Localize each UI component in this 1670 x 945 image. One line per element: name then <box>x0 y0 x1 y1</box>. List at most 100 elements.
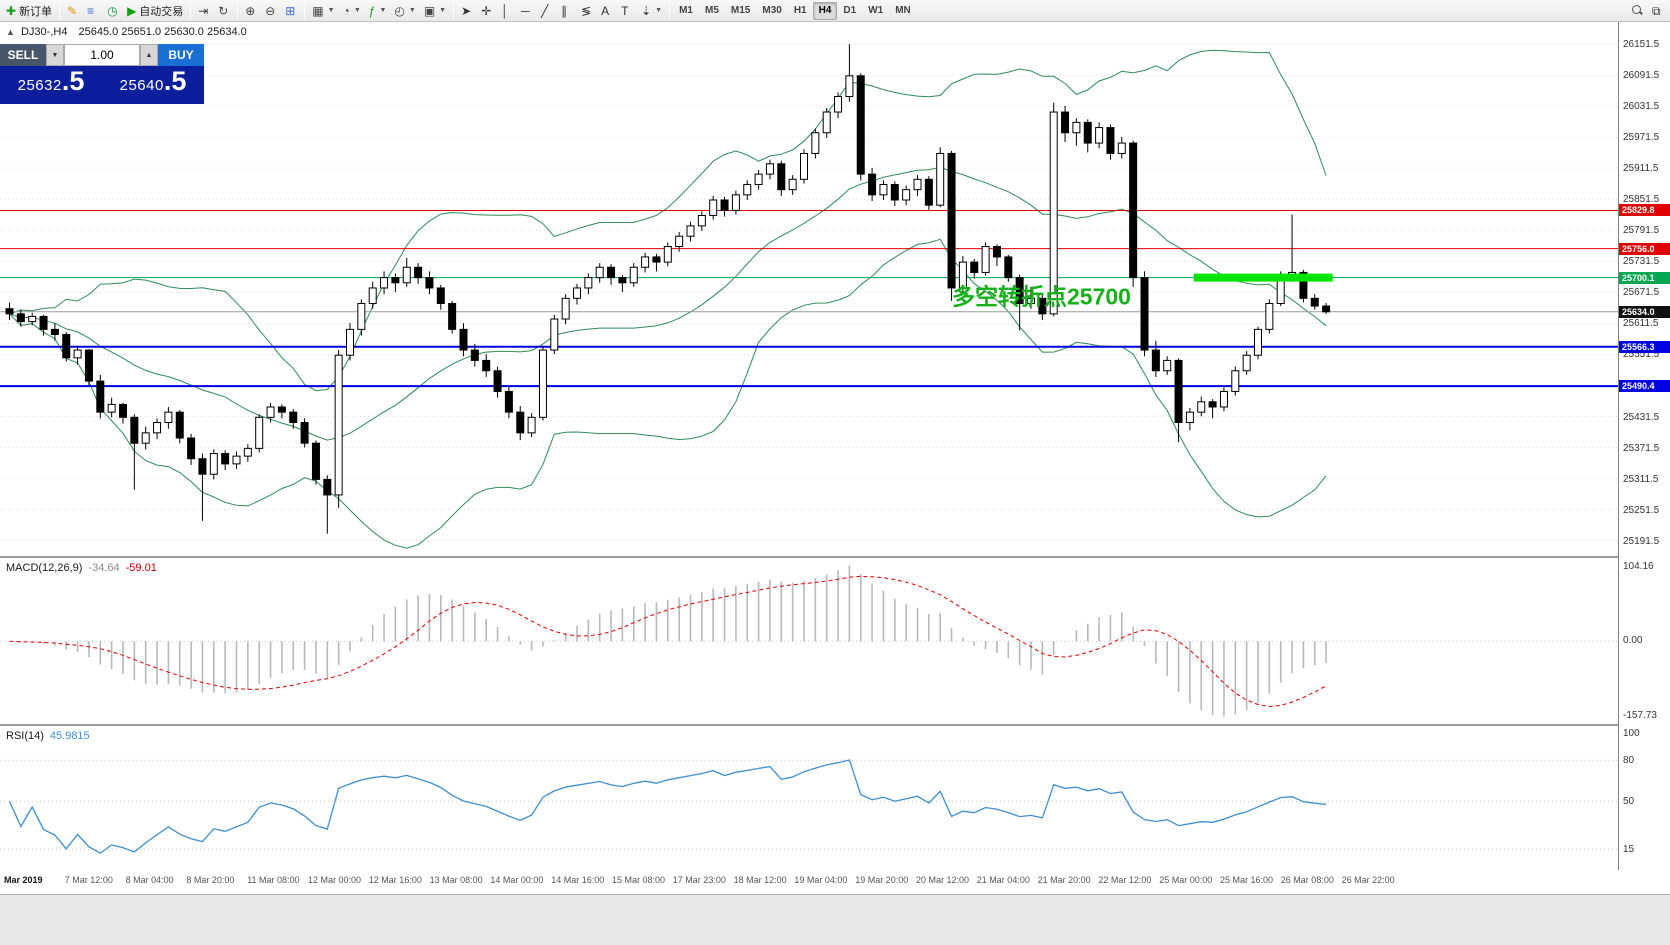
price-axis-label: 26031.5 <box>1623 101 1660 113</box>
zoom-out-button[interactable]: ⊖ <box>261 2 281 20</box>
crosshair-icon: ✛ <box>481 3 492 18</box>
toolbar-separator <box>453 2 455 19</box>
turning-point-highlight-bar[interactable] <box>1193 273 1333 282</box>
tile-windows-button[interactable]: ⊞ <box>281 2 301 20</box>
ohlc-values: 25645.0 25651.0 25630.0 25634.0 <box>78 26 247 38</box>
time-axis-label: 14 Mar 00:00 <box>490 875 544 885</box>
macd-main-value: -34.64 <box>88 562 120 574</box>
channel-button[interactable]: ∥ <box>557 2 577 20</box>
label-button[interactable]: T <box>617 2 637 20</box>
strategy-tester-button[interactable]: ◷ <box>103 2 123 20</box>
rsi-pane[interactable] <box>0 726 1618 870</box>
horizontal-line-button[interactable]: ─ <box>517 2 537 20</box>
arrows-button[interactable]: ⇣ ▼ <box>637 2 666 20</box>
fibonacci-button[interactable]: ≶ <box>577 2 597 20</box>
rsi-axis-label: 15 <box>1623 844 1635 856</box>
timeframe-button-mn[interactable]: MN <box>895 5 911 16</box>
main-chart-pane[interactable]: 多空转折点25700 <box>0 22 1618 556</box>
turning-point-annotation[interactable]: 多空转折点25700 <box>952 284 1131 310</box>
time-axis-label: 13 Mar 08:00 <box>429 875 483 885</box>
sell-price-pips: .5 <box>61 66 85 96</box>
timeframe-button-d1[interactable]: D1 <box>843 5 857 16</box>
time-axis-label: 25 Mar 16:00 <box>1220 875 1274 885</box>
volume-field[interactable]: 1.00 <box>64 44 140 66</box>
time-axis-label: 8 Mar 04:00 <box>125 875 174 885</box>
sell-button[interactable]: SELL <box>0 44 46 66</box>
zoom-in-icon: ⊕ <box>245 3 256 18</box>
time-axis-label: 17 Mar 23:00 <box>672 875 726 885</box>
price-axis-label: 25371.5 <box>1623 442 1660 454</box>
volume-down-stepper[interactable]: ▼ <box>46 44 64 66</box>
new-order-button[interactable]: ✚ 新订单 <box>6 3 53 18</box>
level-price-badge: 25700.1 <box>1619 271 1670 284</box>
timeframe-button-h4[interactable]: H4 <box>812 1 838 20</box>
macd-signal-value: -59.01 <box>125 562 157 574</box>
metaeditor-button[interactable]: ✎ <box>63 2 83 20</box>
timeframe-button-m15[interactable]: M15 <box>730 5 751 16</box>
chart-window: ▲ DJ30-,H4 25645.0 25651.0 25630.0 25634… <box>0 22 1670 945</box>
templates-button[interactable]: ▣ ▼ <box>420 2 450 20</box>
price-axis-label: 25671.5 <box>1623 287 1660 299</box>
time-axis-label: 26 Mar 08:00 <box>1280 875 1334 885</box>
timeframe-button-m5[interactable]: M5 <box>705 5 719 16</box>
main-toolbar: ✚ 新订单 ✎ ≡ ◷ ▶ 自动交易 ⇥ ↻ ⊕ ⊖ ⊞ ▦ ▼ ◔ ▼ ƒ ▼ ◴ ▼ ▣ ▼ ➤ ✛ │ ─ ╱ ∥ ≶ A T ⇣ ▼ M1… <box>0 0 1670 22</box>
rsi-label: RSI(14) <box>6 730 44 742</box>
new-chart-button[interactable]: ▦ ▼ <box>308 2 338 20</box>
sell-price[interactable]: 25632 .5 <box>0 66 102 104</box>
timeframe-button-w1[interactable]: W1 <box>868 5 884 16</box>
metaeditor-icon: ✎ <box>67 3 78 18</box>
chart-autoscroll-icon: ↻ <box>218 3 229 18</box>
auto-trading-button[interactable]: ▶ 自动交易 <box>127 3 184 18</box>
macd-axis-label: 0.00 <box>1623 635 1643 647</box>
price-axis-label: 25911.5 <box>1623 163 1659 175</box>
search-button[interactable] <box>1628 2 1648 20</box>
crosshair-button[interactable]: ✛ <box>477 2 497 20</box>
time-axis-label: 21 Mar 20:00 <box>1037 875 1091 885</box>
timeframe-button-m30[interactable]: M30 <box>762 5 782 16</box>
buy-price[interactable]: 25640 .5 <box>102 66 204 104</box>
price-axis-label: 26151.5 <box>1623 38 1660 50</box>
macd-label: MACD(12,26,9) <box>6 562 83 574</box>
chart-autoscroll-button[interactable]: ↻ <box>214 2 234 20</box>
window-list-button[interactable]: ⧉ <box>1648 2 1668 20</box>
cursor-button[interactable]: ➤ <box>457 2 477 20</box>
market-watch-button[interactable]: ≡ <box>83 2 103 20</box>
chevron-down-icon: ▼ <box>439 7 447 14</box>
symbol-label: DJ30-,H4 <box>20 26 68 38</box>
trendline-icon: ╱ <box>541 3 549 18</box>
level-price-badge: 25566.3 <box>1619 340 1670 353</box>
one-click-trade-panel: SELL ▼ 1.00 ▲ BUY 25632 .5 25640 .5 <box>0 44 204 104</box>
time-axis-label: 15 Mar 08:00 <box>612 875 666 885</box>
candles-layer <box>5 44 1331 534</box>
level-price-badge: 25756.0 <box>1619 242 1670 255</box>
chart-shift-button[interactable]: ⇥ <box>194 2 214 20</box>
indicators-button[interactable]: ƒ ▼ <box>365 2 391 20</box>
text-button[interactable]: A <box>597 2 617 20</box>
price-axis-label: 25551.5 <box>1623 349 1660 361</box>
pane-divider[interactable] <box>0 724 1670 726</box>
volume-up-stepper[interactable]: ▲ <box>140 44 158 66</box>
windows-icon: ⧉ <box>1652 3 1661 18</box>
market-watch-icon: ≡ <box>87 3 95 18</box>
timeframe-button-m1[interactable]: M1 <box>679 5 693 16</box>
trendline-button[interactable]: ╱ <box>537 2 557 20</box>
profiles-icon: ◔ <box>342 3 350 18</box>
toolbar-separator <box>304 2 306 19</box>
pane-divider[interactable] <box>0 556 1670 558</box>
level-price-badge: 25490.4 <box>1619 380 1670 393</box>
timeframe-button-h1[interactable]: H1 <box>793 5 807 16</box>
zoom-in-button[interactable]: ⊕ <box>241 2 261 20</box>
new-chart-icon: ▦ <box>312 3 324 18</box>
price-axis[interactable]: 26151.5 26091.5 26031.5 25971.5 25911.5 25851… <box>1618 22 1670 870</box>
periods-button[interactable]: ◴ ▼ <box>390 2 419 20</box>
level-lines[interactable] <box>0 209 1618 388</box>
time-axis[interactable]: Mar 2019 7 Mar 12:00 8 Mar 04:00 8 Mar 20:0… <box>0 870 1670 894</box>
toolbar-separator <box>190 2 192 19</box>
vertical-line-button[interactable]: │ <box>497 2 517 20</box>
macd-pane[interactable] <box>0 558 1618 724</box>
profiles-button[interactable]: ◔ ▼ <box>339 2 365 20</box>
periods-icon: ◴ <box>394 3 405 18</box>
buy-button[interactable]: BUY <box>158 44 204 66</box>
vertical-line-icon: │ <box>501 3 509 18</box>
horizontal-line-icon: ─ <box>521 3 530 18</box>
